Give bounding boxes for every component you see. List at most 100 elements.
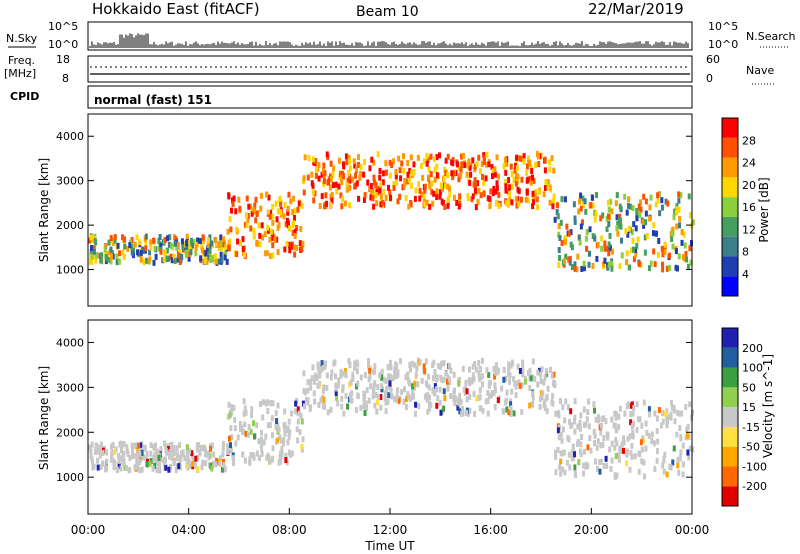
scatter-cell <box>390 161 394 168</box>
scatter-cell <box>602 462 606 469</box>
scatter-cell <box>167 466 171 473</box>
scatter-cell <box>490 164 494 171</box>
scatter-cell <box>433 166 437 173</box>
scatter-cell <box>656 251 660 258</box>
scatter-cell <box>593 216 597 223</box>
scatter-cell <box>396 198 400 205</box>
scatter-cell <box>315 374 319 381</box>
scatter-cell <box>190 450 194 457</box>
scatter-cell <box>240 424 244 431</box>
scatter-cell <box>88 254 92 261</box>
scatter-cell <box>230 434 234 441</box>
scatter-cell <box>406 391 410 398</box>
scatter-cell <box>278 434 282 441</box>
scatter-cell <box>317 175 321 182</box>
scatter-cell <box>647 432 651 439</box>
scatter-cell <box>516 186 520 193</box>
scatter-cell <box>452 371 456 378</box>
scatter-cell <box>512 410 516 417</box>
scatter-cell <box>669 464 673 471</box>
scatter-cell <box>185 240 189 247</box>
scatter-cell <box>201 444 205 451</box>
scatter-cell <box>336 400 340 407</box>
scatter-cell <box>602 435 606 442</box>
scatter-cell <box>296 409 300 416</box>
scatter-cell <box>286 205 290 212</box>
scatter-cell <box>218 455 222 462</box>
scatter-cell <box>348 177 352 184</box>
colorbar-tick-label: 20 <box>742 179 756 192</box>
scatter-cell <box>126 450 130 457</box>
scatter-cell <box>607 261 611 268</box>
scatter-cell <box>559 431 563 438</box>
y-tick-label: 2000 <box>56 219 84 232</box>
scatter-cell <box>491 190 495 197</box>
scatter-cell <box>155 466 159 473</box>
scatter-cell <box>444 170 448 177</box>
scatter-cell <box>579 441 583 448</box>
scatter-cell <box>330 197 334 204</box>
scatter-cell <box>487 371 491 378</box>
scatter-cell <box>122 457 126 464</box>
scatter-cell <box>371 393 375 400</box>
scatter-cell <box>677 222 681 229</box>
scatter-cell <box>329 160 333 167</box>
scatter-cell <box>117 463 121 470</box>
scatter-cell <box>139 442 143 449</box>
scatter-cell <box>642 193 646 200</box>
scatter-cell <box>648 215 652 222</box>
scatter-cell <box>423 187 427 194</box>
scatter-cell <box>674 248 678 255</box>
scatter-cell <box>243 252 247 259</box>
scatter-cell <box>291 222 295 229</box>
scatter-cell <box>194 250 198 257</box>
scatter-cell <box>557 231 561 238</box>
scatter-cell <box>257 455 261 462</box>
scatter-cell <box>393 396 397 403</box>
scatter-cell <box>293 228 297 235</box>
scatter-cell <box>306 174 310 181</box>
scatter-cell <box>665 265 669 272</box>
y-tick-label: 1000 <box>56 264 84 277</box>
scatter-cell <box>297 200 301 207</box>
scatter-cell <box>267 454 271 461</box>
scatter-cell <box>466 410 470 417</box>
scatter-cell <box>480 381 484 388</box>
scatter-cell <box>367 376 371 383</box>
scatter-cell <box>583 198 587 205</box>
scatter-cell <box>448 191 452 198</box>
scatter-cell <box>387 392 391 399</box>
scatter-cell <box>229 226 233 233</box>
scatter-cell <box>681 471 685 478</box>
scatter-cell <box>442 376 446 383</box>
scatter-cell <box>460 410 464 417</box>
scatter-cell <box>276 208 280 215</box>
scatter-cell <box>653 410 657 417</box>
scatter-cell <box>650 438 654 445</box>
scatter-cell <box>687 193 691 200</box>
scatter-cell <box>524 196 528 203</box>
scatter-cell <box>226 413 230 420</box>
scatter-cell <box>230 404 234 411</box>
scatter-cell <box>688 245 692 252</box>
scatter-cell <box>271 445 275 452</box>
scatter-cell <box>105 465 109 472</box>
scatter-cell <box>632 256 636 263</box>
scatter-cell <box>264 400 268 407</box>
scatter-cell <box>105 458 109 465</box>
scatter-cell <box>663 410 667 417</box>
scatter-cell <box>521 371 525 378</box>
scatter-cell <box>689 240 693 247</box>
scatter-cell <box>388 189 392 196</box>
scatter-cell <box>194 244 198 251</box>
scatter-cell <box>243 457 247 464</box>
scatter-cell <box>94 257 98 264</box>
scatter-cell <box>515 202 519 209</box>
scatter-cell <box>410 169 414 176</box>
scatter-cell <box>378 167 382 174</box>
scatter-cell <box>287 241 291 248</box>
colorbar-frame <box>721 117 739 297</box>
scatter-cell <box>384 395 388 402</box>
scatter-cell <box>638 211 642 218</box>
